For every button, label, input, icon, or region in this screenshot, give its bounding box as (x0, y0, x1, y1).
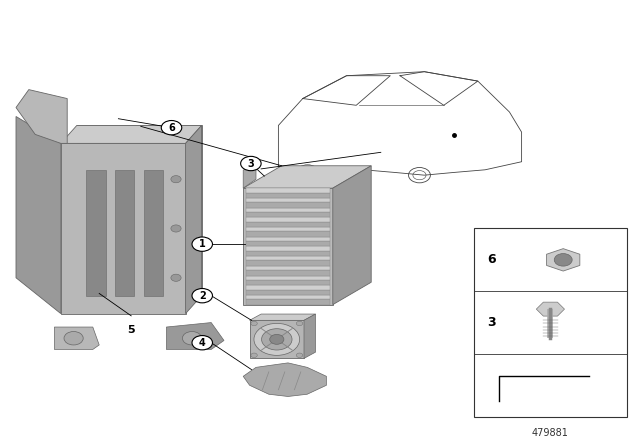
Circle shape (254, 323, 300, 355)
Polygon shape (246, 266, 330, 270)
Circle shape (296, 353, 303, 358)
Circle shape (171, 274, 181, 281)
Polygon shape (246, 193, 330, 198)
Circle shape (251, 353, 257, 358)
Circle shape (554, 254, 572, 266)
Polygon shape (250, 320, 304, 358)
Polygon shape (246, 289, 330, 295)
Polygon shape (246, 280, 330, 285)
Polygon shape (86, 170, 106, 296)
Polygon shape (246, 299, 330, 305)
Circle shape (171, 176, 181, 183)
Polygon shape (54, 327, 99, 349)
Polygon shape (16, 116, 61, 314)
Polygon shape (547, 249, 580, 271)
Polygon shape (246, 202, 330, 207)
Polygon shape (246, 207, 330, 212)
Polygon shape (246, 260, 330, 266)
Polygon shape (246, 246, 330, 251)
Polygon shape (250, 314, 316, 320)
Text: 1: 1 (199, 239, 205, 249)
Polygon shape (61, 125, 202, 143)
Polygon shape (144, 170, 163, 296)
Polygon shape (246, 222, 330, 227)
Polygon shape (246, 241, 330, 246)
Polygon shape (246, 227, 330, 231)
Text: 2: 2 (199, 291, 205, 301)
Polygon shape (246, 251, 330, 256)
Polygon shape (246, 295, 330, 299)
Polygon shape (186, 125, 202, 314)
Polygon shape (246, 276, 330, 280)
Polygon shape (246, 270, 330, 276)
Polygon shape (243, 166, 371, 188)
Polygon shape (77, 125, 202, 296)
Polygon shape (246, 198, 330, 202)
Polygon shape (333, 166, 371, 305)
Circle shape (192, 237, 212, 251)
Circle shape (192, 289, 212, 303)
Text: 3: 3 (248, 159, 254, 168)
Text: 5: 5 (127, 325, 135, 335)
Polygon shape (246, 231, 330, 237)
Circle shape (269, 334, 284, 345)
FancyBboxPatch shape (474, 228, 627, 417)
Polygon shape (246, 237, 330, 241)
Polygon shape (536, 302, 564, 316)
Text: 3: 3 (488, 316, 496, 329)
Circle shape (251, 321, 257, 326)
Polygon shape (246, 285, 330, 289)
Text: 479881: 479881 (532, 428, 569, 438)
Polygon shape (246, 188, 330, 193)
Circle shape (241, 156, 261, 171)
Polygon shape (166, 323, 224, 349)
Circle shape (296, 321, 303, 326)
Circle shape (171, 225, 181, 232)
Circle shape (262, 329, 292, 350)
Polygon shape (243, 188, 333, 305)
Polygon shape (304, 314, 316, 358)
Circle shape (192, 336, 212, 350)
Polygon shape (243, 363, 326, 396)
Text: 4: 4 (199, 338, 205, 348)
Circle shape (182, 332, 202, 345)
Polygon shape (61, 143, 186, 314)
Circle shape (161, 121, 182, 135)
Polygon shape (246, 217, 330, 222)
Text: 6: 6 (488, 253, 496, 267)
Polygon shape (16, 90, 67, 143)
Circle shape (64, 332, 83, 345)
Polygon shape (246, 212, 330, 217)
Polygon shape (115, 170, 134, 296)
Text: 6: 6 (168, 123, 175, 133)
Polygon shape (246, 256, 330, 260)
Polygon shape (243, 161, 256, 188)
